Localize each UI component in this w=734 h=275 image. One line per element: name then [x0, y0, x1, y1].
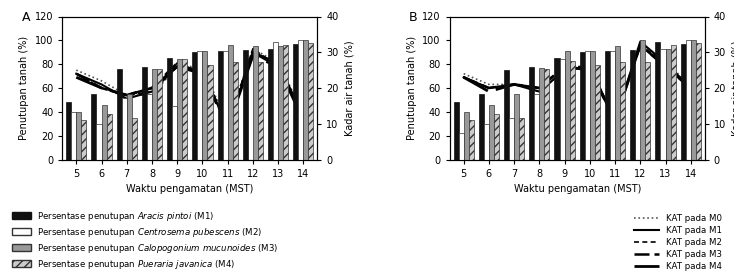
Bar — [298, 40, 303, 160]
Bar — [686, 40, 691, 160]
Bar — [92, 94, 96, 160]
Bar — [564, 51, 570, 160]
Bar — [253, 46, 258, 160]
Bar — [479, 94, 484, 160]
Bar — [554, 58, 559, 160]
Bar — [308, 43, 313, 160]
Bar — [640, 40, 645, 160]
Bar — [157, 69, 162, 160]
Bar — [680, 44, 686, 160]
Bar — [177, 59, 182, 160]
Bar — [534, 94, 539, 160]
Bar — [539, 68, 545, 160]
Bar — [66, 102, 71, 160]
Y-axis label: Kadar air tanah (%): Kadar air tanah (%) — [344, 40, 355, 136]
X-axis label: Waktu pengamatan (MST): Waktu pengamatan (MST) — [514, 184, 641, 194]
Legend: Persentase penutupan $\it{Aracis\ pintoi}$ (M1), Persentase penutupan $\it{Centr: Persentase penutupan $\it{Aracis\ pintoi… — [12, 210, 279, 271]
Bar — [464, 112, 469, 160]
Bar — [459, 133, 464, 160]
Bar — [529, 67, 534, 160]
Bar — [283, 45, 288, 159]
Bar — [117, 69, 122, 160]
Bar — [666, 49, 671, 160]
Bar — [585, 51, 590, 160]
Bar — [484, 124, 489, 160]
Bar — [504, 70, 509, 160]
Bar — [167, 58, 172, 160]
Text: A: A — [21, 11, 30, 24]
Bar — [132, 118, 137, 160]
Bar — [671, 45, 675, 159]
Bar — [258, 62, 263, 160]
Bar — [222, 51, 228, 160]
Bar — [519, 118, 524, 160]
Bar — [208, 65, 213, 160]
Bar — [273, 42, 278, 159]
Bar — [469, 120, 473, 160]
Bar — [228, 45, 233, 159]
Bar — [303, 40, 308, 160]
Bar — [610, 51, 615, 160]
Bar — [76, 112, 81, 160]
Bar — [147, 94, 152, 160]
Bar — [278, 46, 283, 160]
Bar — [580, 52, 585, 160]
Bar — [233, 62, 238, 160]
Bar — [661, 49, 666, 160]
Bar — [545, 69, 550, 160]
Bar — [509, 118, 514, 160]
Bar — [203, 51, 208, 160]
Bar — [192, 52, 197, 160]
Bar — [96, 124, 101, 160]
Bar — [243, 50, 248, 160]
Y-axis label: Penutupan tanah (%): Penutupan tanah (%) — [407, 36, 417, 140]
Bar — [489, 105, 494, 160]
Bar — [691, 40, 696, 160]
Bar — [81, 120, 87, 160]
Bar — [268, 49, 273, 160]
Bar — [605, 51, 610, 160]
X-axis label: Waktu pengamatan (MST): Waktu pengamatan (MST) — [126, 184, 253, 194]
Bar — [101, 105, 106, 160]
Legend: KAT pada M0, KAT pada M1, KAT pada M2, KAT pada M3, KAT pada M4: KAT pada M0, KAT pada M1, KAT pada M2, K… — [633, 214, 722, 271]
Bar — [615, 46, 620, 160]
Bar — [71, 112, 76, 160]
Bar — [620, 62, 625, 160]
Bar — [494, 114, 499, 160]
Bar — [696, 43, 701, 160]
Bar — [182, 59, 187, 160]
Y-axis label: Penutupan tanah (%): Penutupan tanah (%) — [19, 36, 29, 140]
Y-axis label: Kadar air tanah (%): Kadar air tanah (%) — [732, 40, 734, 136]
Bar — [645, 62, 650, 160]
Bar — [655, 42, 661, 159]
Bar — [294, 44, 298, 160]
Bar — [142, 67, 147, 160]
Bar — [595, 65, 600, 160]
Bar — [559, 59, 564, 160]
Bar — [152, 69, 157, 160]
Bar — [514, 94, 519, 160]
Bar — [122, 98, 127, 160]
Bar — [454, 102, 459, 160]
Bar — [172, 106, 177, 160]
Bar — [570, 60, 575, 160]
Bar — [217, 51, 222, 160]
Bar — [197, 51, 203, 160]
Bar — [127, 94, 132, 160]
Bar — [106, 114, 112, 160]
Bar — [631, 50, 635, 160]
Text: B: B — [409, 11, 418, 24]
Bar — [590, 51, 595, 160]
